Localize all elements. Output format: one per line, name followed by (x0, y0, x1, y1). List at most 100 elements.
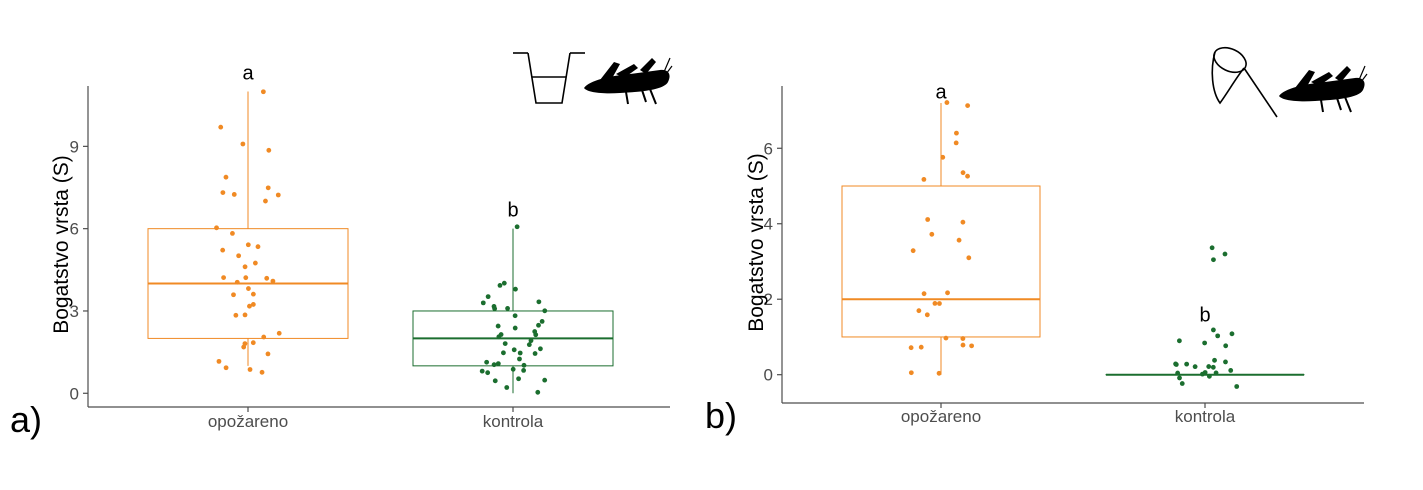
data-point (216, 358, 222, 364)
data-point (496, 334, 502, 340)
y-tick-label: 0 (70, 384, 79, 403)
data-point (492, 306, 498, 312)
data-point (925, 217, 931, 222)
data-point (514, 224, 520, 230)
data-point (510, 366, 516, 372)
data-point (521, 362, 527, 368)
data-point (501, 350, 506, 356)
data-point (960, 336, 966, 341)
data-point (918, 344, 924, 350)
panel-b-chart: 0 2 4 6 opožareno kontrola Bogatstvo vrsta (S)… (705, 82, 1364, 436)
data-point (236, 253, 242, 259)
data-point (1206, 364, 1212, 369)
data-point (1212, 357, 1217, 363)
data-point (252, 260, 258, 266)
data-point (910, 248, 916, 254)
data-point (1213, 370, 1219, 376)
data-point (242, 264, 248, 270)
data-point (526, 342, 532, 348)
data-point (214, 225, 219, 231)
pitfall-trap-icon (513, 52, 585, 104)
data-point (505, 306, 510, 311)
grasshopper-icon (1279, 65, 1368, 113)
data-point (221, 275, 226, 280)
data-point (960, 342, 966, 348)
data-point (485, 370, 491, 376)
data-point (539, 318, 545, 324)
y-tick-label: 2 (764, 290, 773, 309)
significance-letter: b (1199, 304, 1210, 326)
data-point (956, 237, 962, 243)
data-point (943, 335, 949, 341)
y-tick-label: 6 (764, 139, 773, 158)
data-point (247, 303, 252, 309)
data-point (1179, 381, 1185, 386)
data-point (916, 308, 922, 314)
significance-letter: a (242, 62, 254, 84)
data-point (511, 347, 517, 353)
data-point (924, 312, 930, 318)
data-point (937, 301, 942, 306)
y-axis-title: Bogatstvo vrsta (S) (50, 155, 73, 334)
data-point (242, 312, 248, 318)
data-point (1234, 384, 1240, 389)
data-point (259, 369, 265, 375)
data-point (960, 170, 966, 176)
data-point (234, 279, 240, 285)
data-point (536, 299, 542, 305)
data-point (501, 280, 507, 286)
data-point (250, 340, 256, 346)
data-point (1228, 368, 1234, 373)
data-point (1202, 340, 1208, 346)
data-point (542, 308, 548, 314)
x-category-label: kontrola (483, 412, 544, 431)
data-point (921, 291, 927, 297)
boxplot-control: b (1105, 304, 1305, 376)
iqr-box (841, 185, 1041, 338)
data-point (220, 247, 226, 253)
y-tick-label: 9 (70, 137, 79, 156)
data-point (532, 351, 538, 356)
data-point (1173, 361, 1178, 367)
data-point (1211, 257, 1216, 263)
data-point (1192, 364, 1198, 370)
data-point (246, 286, 251, 291)
data-point (536, 322, 541, 328)
data-point (230, 230, 235, 236)
data-point (255, 244, 261, 250)
data-point (1210, 327, 1216, 333)
data-point (260, 89, 266, 95)
data-point (965, 103, 971, 109)
data-point (223, 174, 229, 180)
data-point (264, 275, 270, 281)
data-point (247, 367, 253, 372)
data-point (275, 192, 281, 198)
data-point (223, 365, 229, 371)
data-point (1176, 338, 1182, 344)
data-point (497, 282, 503, 288)
data-point (512, 313, 518, 319)
data-point (1175, 370, 1181, 376)
data-point (1229, 331, 1235, 337)
data-point (953, 140, 959, 146)
data-point (932, 301, 938, 306)
data-point (940, 154, 946, 160)
y-tick-label: 4 (764, 215, 773, 234)
data-point (1209, 245, 1215, 251)
data-point (908, 345, 914, 351)
x-category-label: opožareno (208, 412, 288, 431)
y-tick-label: 3 (70, 302, 79, 321)
data-point (1184, 361, 1190, 367)
data-point (502, 341, 508, 347)
data-point (480, 300, 486, 306)
data-point (921, 176, 927, 182)
data-point (1223, 343, 1229, 349)
data-point (250, 291, 256, 297)
data-point (233, 312, 239, 318)
data-point (479, 368, 485, 374)
data-point (1177, 375, 1182, 381)
data-point (1223, 359, 1228, 365)
data-point (495, 323, 501, 329)
data-point (535, 389, 541, 395)
